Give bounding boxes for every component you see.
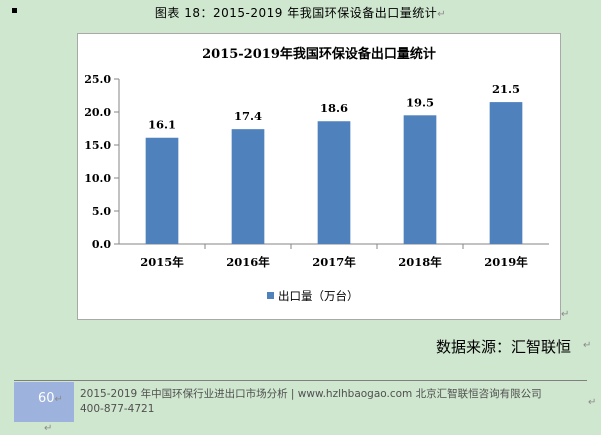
footer-line-1: 2015-2019 年中国环保行业进出口市场分析 | www.hzlhbaoga…	[80, 388, 542, 400]
footer-divider	[14, 380, 587, 381]
x-tick-label: 2019年	[484, 255, 528, 269]
x-tick-label: 2016年	[226, 255, 270, 269]
data-source: 数据来源：汇智联恒	[436, 338, 572, 356]
legend-label: 出口量（万台）	[278, 289, 359, 303]
paragraph-mark-icon: ↵	[44, 423, 53, 434]
y-tick-label: 0.0	[92, 238, 111, 251]
y-tick-label: 20.0	[84, 106, 111, 119]
y-tick-label: 25.0	[84, 73, 111, 86]
paragraph-mark-icon: ↵	[437, 9, 447, 20]
bar-chart: 0.0 5.0 10.0 15.0 20.0 25.0 16.1 2015年 17.4 2016年…	[84, 73, 549, 303]
data-label: 17.4	[234, 109, 262, 123]
data-label: 21.5	[492, 82, 520, 96]
bar	[489, 102, 523, 244]
bullet-marker	[12, 8, 17, 13]
y-tick-label: 5.0	[92, 205, 111, 218]
paragraph-mark-icon: ↵	[54, 394, 63, 405]
paragraph-mark-icon: ↵	[561, 309, 570, 320]
page-number-box: 60↵	[14, 382, 74, 422]
data-label: 19.5	[406, 95, 434, 109]
bar	[231, 129, 265, 244]
footer-text: 2015-2019 年中国环保行业进出口市场分析 | www.hzlhbaoga…	[80, 387, 542, 417]
bar	[403, 115, 437, 244]
data-label: 16.1	[148, 118, 176, 132]
bar	[317, 121, 351, 244]
data-label: 18.6	[320, 101, 348, 115]
chart-title: 2015-2019年我国环保设备出口量统计	[202, 47, 436, 62]
page-number: 60	[38, 391, 55, 406]
y-tick-label: 10.0	[84, 172, 111, 185]
paragraph-mark-icon: ↵	[583, 340, 592, 351]
x-tick-label: 2018年	[398, 255, 442, 269]
y-tick-label: 15.0	[84, 139, 111, 152]
figure-caption-text: 图表 18：2015-2019 年我国环保设备出口量统计	[154, 6, 438, 20]
x-tick-label: 2017年	[312, 255, 356, 269]
bar	[145, 137, 179, 244]
figure-caption: 图表 18：2015-2019 年我国环保设备出口量统计↵	[0, 4, 601, 21]
paragraph-mark-icon: ↵	[588, 397, 597, 408]
chart-frame: 2015-2019年我国环保设备出口量统计 0.0 5.0 10.0 15.0 20.0…	[77, 33, 561, 320]
legend-swatch	[267, 292, 274, 299]
footer-line-2: 400-877-4721	[80, 403, 155, 415]
x-tick-label: 2015年	[140, 255, 184, 269]
